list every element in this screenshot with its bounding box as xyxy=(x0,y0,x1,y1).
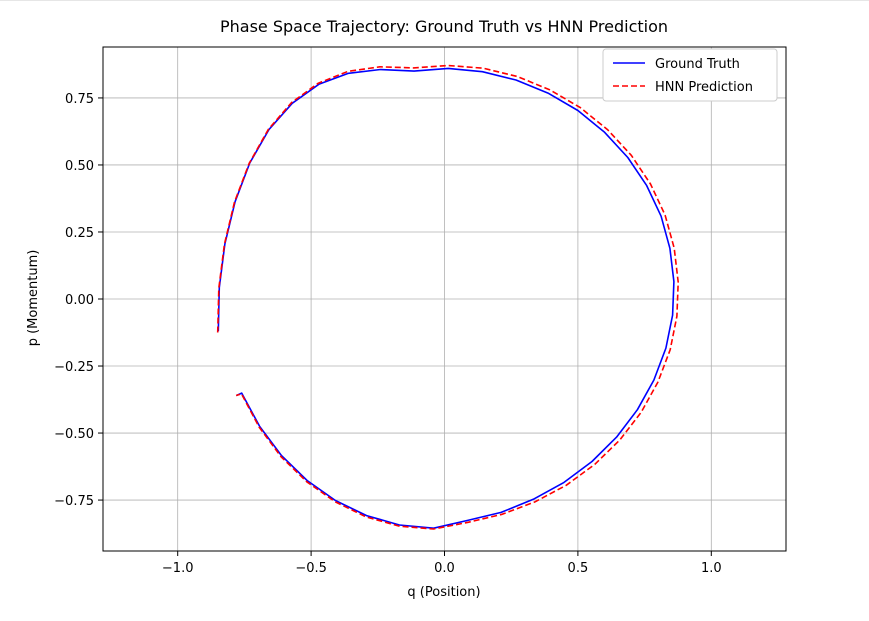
y-tick-label: 0.25 xyxy=(65,226,94,241)
y-tick-label: 0.75 xyxy=(65,92,94,107)
y-tick-label: 0.50 xyxy=(65,159,94,174)
x-tick-label: 1.0 xyxy=(701,561,722,576)
series-line-ground-truth xyxy=(217,67,675,530)
legend-box xyxy=(602,48,778,102)
x-tick-label: 0.5 xyxy=(568,561,589,576)
y-tick-label: −0.75 xyxy=(54,494,94,509)
legend-label-ground-truth: Ground Truth xyxy=(655,57,740,72)
chart-title: Phase Space Trajectory: Ground Truth vs … xyxy=(220,17,668,36)
y-axis-label: p (Momentum) xyxy=(26,250,41,347)
y-tick-label: −0.50 xyxy=(54,427,94,442)
x-tick-label: −0.5 xyxy=(295,561,327,576)
series-layer xyxy=(216,64,680,530)
legend: Ground Truth HNN Prediction xyxy=(602,48,778,102)
y-tick-label: −0.25 xyxy=(54,360,94,375)
y-tick-label: 0.00 xyxy=(65,293,94,308)
top-border-line xyxy=(0,0,869,1)
legend-label-hnn-prediction: HNN Prediction xyxy=(655,80,753,95)
y-axis-ticks: 0.75 0.50 0.25 0.00 −0.25 −0.50 −0.75 xyxy=(54,92,103,509)
x-tick-label: −1.0 xyxy=(162,561,194,576)
x-axis-label: q (Position) xyxy=(407,585,480,600)
x-axis-ticks: −1.0 −0.5 0.0 0.5 1.0 xyxy=(162,551,722,576)
grid-lines xyxy=(103,47,786,551)
x-tick-label: 0.0 xyxy=(434,561,455,576)
series-line-hnn-prediction xyxy=(216,64,680,530)
